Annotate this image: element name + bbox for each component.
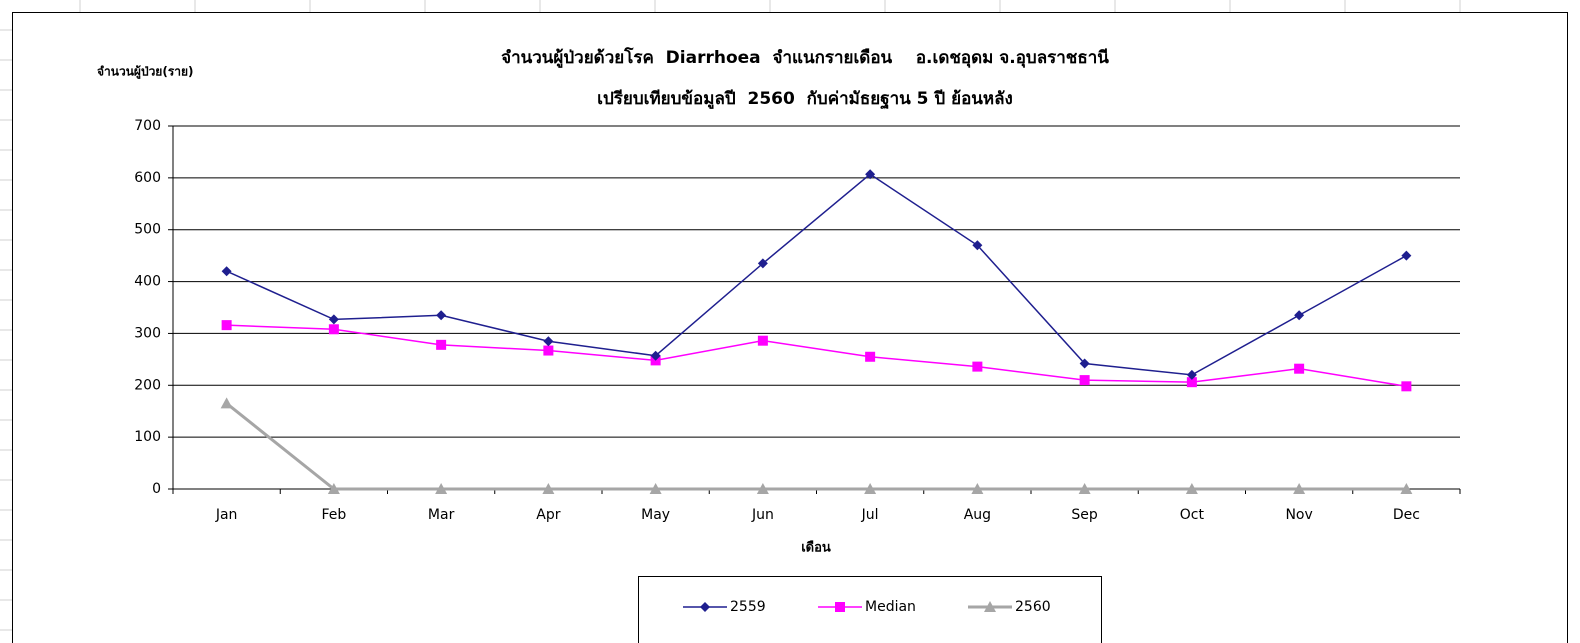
x-tick-label: Feb bbox=[321, 507, 346, 523]
x-tick-label: Jun bbox=[751, 507, 774, 523]
marker bbox=[1079, 375, 1090, 386]
y-tick-label: 300 bbox=[134, 325, 161, 341]
y-axis-label: จำนวนผู้ป่วย(ราย) bbox=[97, 65, 194, 80]
x-tick-label: Sep bbox=[1071, 507, 1098, 523]
chart-area bbox=[12, 12, 1568, 643]
legend-label: 2559 bbox=[730, 599, 766, 615]
marker bbox=[865, 351, 876, 362]
marker bbox=[542, 483, 555, 494]
y-tick-label: 700 bbox=[134, 118, 161, 134]
marker bbox=[1185, 483, 1198, 494]
y-tick-label: 500 bbox=[134, 222, 161, 238]
x-tick-label: Dec bbox=[1393, 507, 1420, 523]
marker bbox=[328, 314, 339, 325]
x-tick-label: Mar bbox=[428, 507, 455, 523]
marker bbox=[1078, 483, 1091, 494]
sheet-grid bbox=[0, 0, 1461, 631]
marker bbox=[220, 397, 233, 409]
marker bbox=[865, 169, 876, 180]
marker bbox=[327, 483, 340, 494]
y-tick-label: 100 bbox=[134, 429, 161, 445]
marker bbox=[649, 483, 662, 494]
x-tick-label: Oct bbox=[1180, 507, 1205, 523]
series-line bbox=[225, 402, 1407, 491]
marker bbox=[972, 361, 983, 372]
marker bbox=[700, 602, 710, 612]
marker bbox=[543, 336, 554, 347]
marker bbox=[757, 258, 768, 269]
marker bbox=[864, 483, 877, 494]
marker bbox=[435, 483, 448, 494]
marker bbox=[650, 350, 661, 361]
legend-label: Median bbox=[865, 599, 916, 615]
x-tick-label: Nov bbox=[1285, 507, 1312, 523]
y-tick-label: 0 bbox=[152, 481, 161, 497]
marker bbox=[972, 240, 983, 251]
chart-title: จำนวนผู้ป่วยด้วยโรค Diarrhoea จำแนกรายเด… bbox=[501, 47, 1109, 69]
marker bbox=[221, 266, 232, 277]
y-tick-label: 200 bbox=[134, 377, 161, 393]
x-tick-label: Jan bbox=[215, 507, 238, 523]
legend-box bbox=[638, 576, 1102, 643]
chart-subtitle: เปรียบเทียบข้อมูลปี 2560 กับค่ามัธยฐาน 5… bbox=[597, 88, 1013, 110]
marker bbox=[543, 345, 554, 356]
y-tick-label: 400 bbox=[134, 274, 161, 290]
marker bbox=[984, 601, 996, 612]
marker bbox=[1294, 363, 1305, 374]
marker bbox=[1186, 369, 1197, 380]
marker bbox=[436, 310, 447, 321]
y-tick-label: 600 bbox=[134, 170, 161, 186]
marker bbox=[1401, 381, 1412, 392]
marker bbox=[221, 320, 232, 331]
marker bbox=[756, 483, 769, 494]
marker bbox=[757, 335, 768, 346]
marker bbox=[1079, 358, 1090, 369]
x-tick-label: Aug bbox=[964, 507, 991, 523]
marker bbox=[1294, 310, 1305, 321]
x-tick-label: May bbox=[641, 507, 670, 523]
marker bbox=[436, 339, 447, 350]
series-line bbox=[226, 324, 1407, 388]
marker bbox=[1400, 483, 1413, 494]
marker bbox=[1401, 250, 1412, 261]
series-line bbox=[226, 173, 1407, 376]
x-tick-label: Apr bbox=[536, 507, 560, 523]
marker bbox=[971, 483, 984, 494]
x-tick-label: Jul bbox=[861, 507, 879, 523]
marker bbox=[1186, 377, 1197, 388]
x-axis-label: เดือน bbox=[801, 540, 831, 556]
marker bbox=[328, 324, 339, 335]
marker bbox=[835, 602, 845, 612]
legend-label: 2560 bbox=[1015, 599, 1051, 615]
marker bbox=[1293, 483, 1306, 494]
